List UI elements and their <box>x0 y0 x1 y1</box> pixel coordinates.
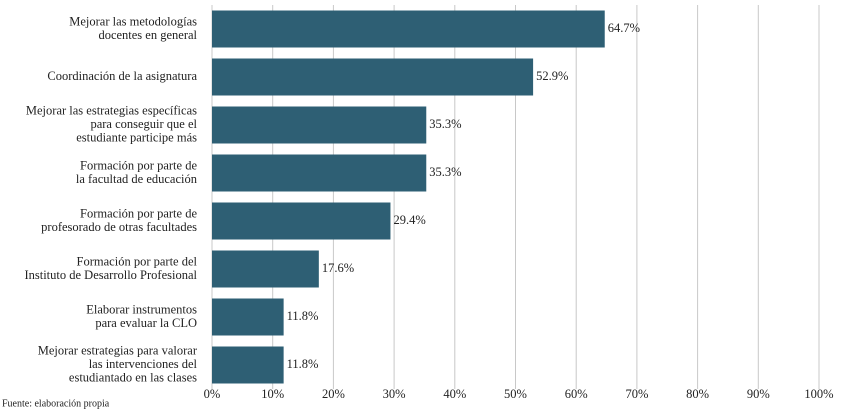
x-tick-label: 0% <box>204 387 221 401</box>
x-tick-label: 30% <box>383 387 406 401</box>
bar <box>212 298 284 336</box>
value-label: 17.6% <box>322 261 354 275</box>
y-tick-label: Mejorar estrategias para valorar las inte… <box>38 343 198 384</box>
x-tick-label: 100% <box>804 387 833 401</box>
y-tick-label: Mejorar las estrategias específicas para … <box>26 103 198 144</box>
source-note: Fuente: elaboración propia <box>2 398 110 409</box>
x-tick-label: 50% <box>504 387 527 401</box>
y-tick-label: Formación por parte de la facultad de edu… <box>76 158 198 186</box>
x-tick-label: 80% <box>686 387 709 401</box>
x-tick-label: 10% <box>261 387 284 401</box>
x-tick-label: 90% <box>747 387 770 401</box>
bar <box>212 250 319 288</box>
value-label: 35.3% <box>429 165 461 179</box>
value-label: 52.9% <box>536 69 568 83</box>
y-tick-label: Mejorar las metodologías docentes en gene… <box>69 14 197 42</box>
value-label: 29.4% <box>393 213 425 227</box>
value-label: 35.3% <box>429 117 461 131</box>
value-label: 11.8% <box>287 309 319 323</box>
y-tick-label: Coordinación de la asignatura <box>47 69 197 83</box>
y-tick-label: Elaborar instrumentos para evaluar la CLO <box>86 302 197 330</box>
bar <box>212 346 284 384</box>
x-tick-label: 70% <box>625 387 648 401</box>
y-tick-label: Formación por parte de profesorado de otr… <box>41 206 197 234</box>
bar <box>212 10 605 48</box>
value-label: 11.8% <box>287 357 319 371</box>
x-tick-label: 40% <box>443 387 466 401</box>
bar <box>212 202 391 240</box>
y-tick-label: Formación por parte del Instituto de Desa… <box>24 254 197 282</box>
bar <box>212 154 427 192</box>
x-tick-label: 60% <box>565 387 588 401</box>
x-tick-label: 20% <box>322 387 345 401</box>
bar <box>212 58 534 96</box>
value-label: 64.7% <box>608 21 640 35</box>
bar <box>212 106 427 144</box>
